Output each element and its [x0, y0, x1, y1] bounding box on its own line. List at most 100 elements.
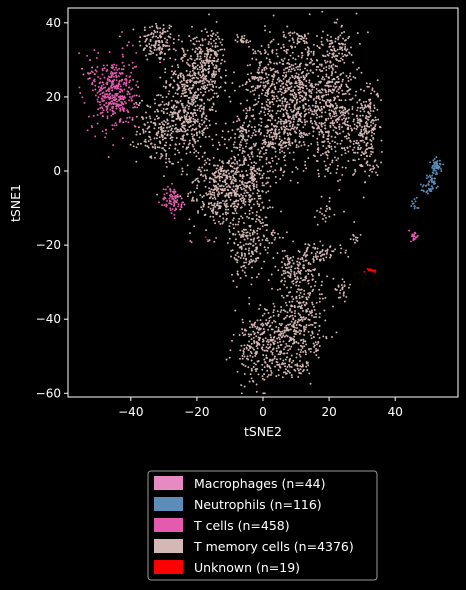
scatter-point — [302, 70, 304, 73]
scatter-point — [255, 180, 258, 183]
scatter-point — [311, 278, 314, 281]
scatter-point — [194, 179, 197, 182]
scatter-point — [241, 253, 243, 256]
scatter-point — [181, 85, 184, 88]
scatter-point — [268, 129, 271, 132]
scatter-point — [296, 42, 299, 45]
scatter-point — [333, 97, 336, 100]
scatter-point — [175, 127, 177, 129]
scatter-point — [167, 101, 170, 104]
scatter-point — [195, 127, 198, 130]
scatter-point — [100, 97, 103, 100]
scatter-point — [188, 74, 191, 77]
scatter-point — [319, 207, 322, 210]
scatter-point — [254, 368, 257, 371]
scatter-point — [294, 330, 297, 333]
scatter-point — [282, 125, 285, 128]
scatter-point — [267, 63, 270, 66]
scatter-point — [254, 325, 257, 328]
scatter-point — [307, 296, 310, 299]
scatter-point — [234, 223, 237, 226]
scatter-point — [307, 262, 310, 265]
scatter-point — [315, 97, 318, 99]
scatter-point — [298, 83, 301, 86]
scatter-point — [258, 71, 261, 74]
scatter-point — [295, 72, 298, 75]
scatter-point — [274, 85, 277, 88]
scatter-point — [338, 188, 341, 191]
scatter-point — [169, 190, 172, 193]
scatter-point — [279, 79, 281, 82]
scatter-point — [327, 140, 330, 143]
scatter-point — [164, 129, 167, 132]
scatter-point — [229, 222, 232, 225]
scatter-point — [237, 184, 239, 187]
scatter-point — [243, 348, 246, 350]
scatter-point — [256, 360, 259, 363]
scatter-point — [205, 118, 208, 121]
scatter-point — [349, 125, 352, 127]
scatter-point — [250, 170, 253, 173]
scatter-point — [250, 283, 253, 286]
scatter-point — [336, 164, 339, 167]
scatter-point — [204, 174, 207, 177]
scatter-point — [367, 131, 370, 134]
scatter-point — [129, 79, 132, 82]
scatter-point — [356, 121, 359, 124]
scatter-point — [267, 161, 270, 164]
scatter-point — [164, 144, 167, 147]
scatter-point — [215, 92, 218, 95]
scatter-point — [162, 127, 165, 129]
scatter-point — [187, 88, 190, 91]
scatter-point — [269, 324, 272, 327]
scatter-point — [286, 311, 289, 314]
scatter-point — [155, 137, 158, 140]
scatter-point — [200, 86, 203, 88]
scatter-point — [163, 44, 166, 47]
scatter-point — [101, 130, 104, 133]
scatter-point — [312, 154, 315, 157]
scatter-point — [171, 195, 174, 198]
scatter-point — [318, 345, 321, 347]
scatter-point — [343, 147, 346, 149]
scatter-point — [232, 170, 235, 172]
scatter-point — [308, 132, 311, 135]
scatter-point — [308, 13, 311, 16]
scatter-point — [282, 63, 285, 66]
scatter-point — [127, 121, 130, 124]
scatter-point — [366, 85, 369, 88]
scatter-point — [204, 64, 207, 67]
scatter-point — [113, 99, 116, 101]
scatter-point — [356, 32, 359, 34]
scatter-point — [207, 35, 210, 37]
scatter-point — [274, 265, 277, 268]
scatter-point — [123, 95, 126, 98]
scatter-point — [239, 277, 242, 280]
scatter-point — [171, 162, 174, 165]
scatter-point — [298, 79, 301, 82]
scatter-point — [296, 327, 298, 329]
scatter-point — [275, 112, 278, 115]
scatter-point — [245, 81, 248, 83]
scatter-point — [174, 123, 177, 126]
scatter-point — [352, 61, 354, 64]
scatter-point — [178, 151, 181, 154]
scatter-point — [303, 143, 306, 146]
scatter-point — [186, 129, 189, 131]
scatter-point — [267, 105, 269, 107]
scatter-point — [130, 88, 133, 91]
scatter-point — [240, 392, 243, 395]
scatter-point — [314, 83, 317, 86]
scatter-point — [276, 97, 279, 100]
scatter-point — [283, 283, 286, 286]
scatter-point — [268, 58, 271, 61]
scatter-point — [186, 74, 189, 77]
scatter-point — [240, 129, 243, 132]
scatter-point — [218, 144, 221, 146]
scatter-point — [233, 242, 236, 245]
scatter-point — [113, 96, 116, 99]
scatter-point — [256, 192, 259, 195]
scatter-point — [211, 193, 214, 196]
scatter-point — [296, 276, 299, 279]
scatter-point — [201, 166, 204, 169]
